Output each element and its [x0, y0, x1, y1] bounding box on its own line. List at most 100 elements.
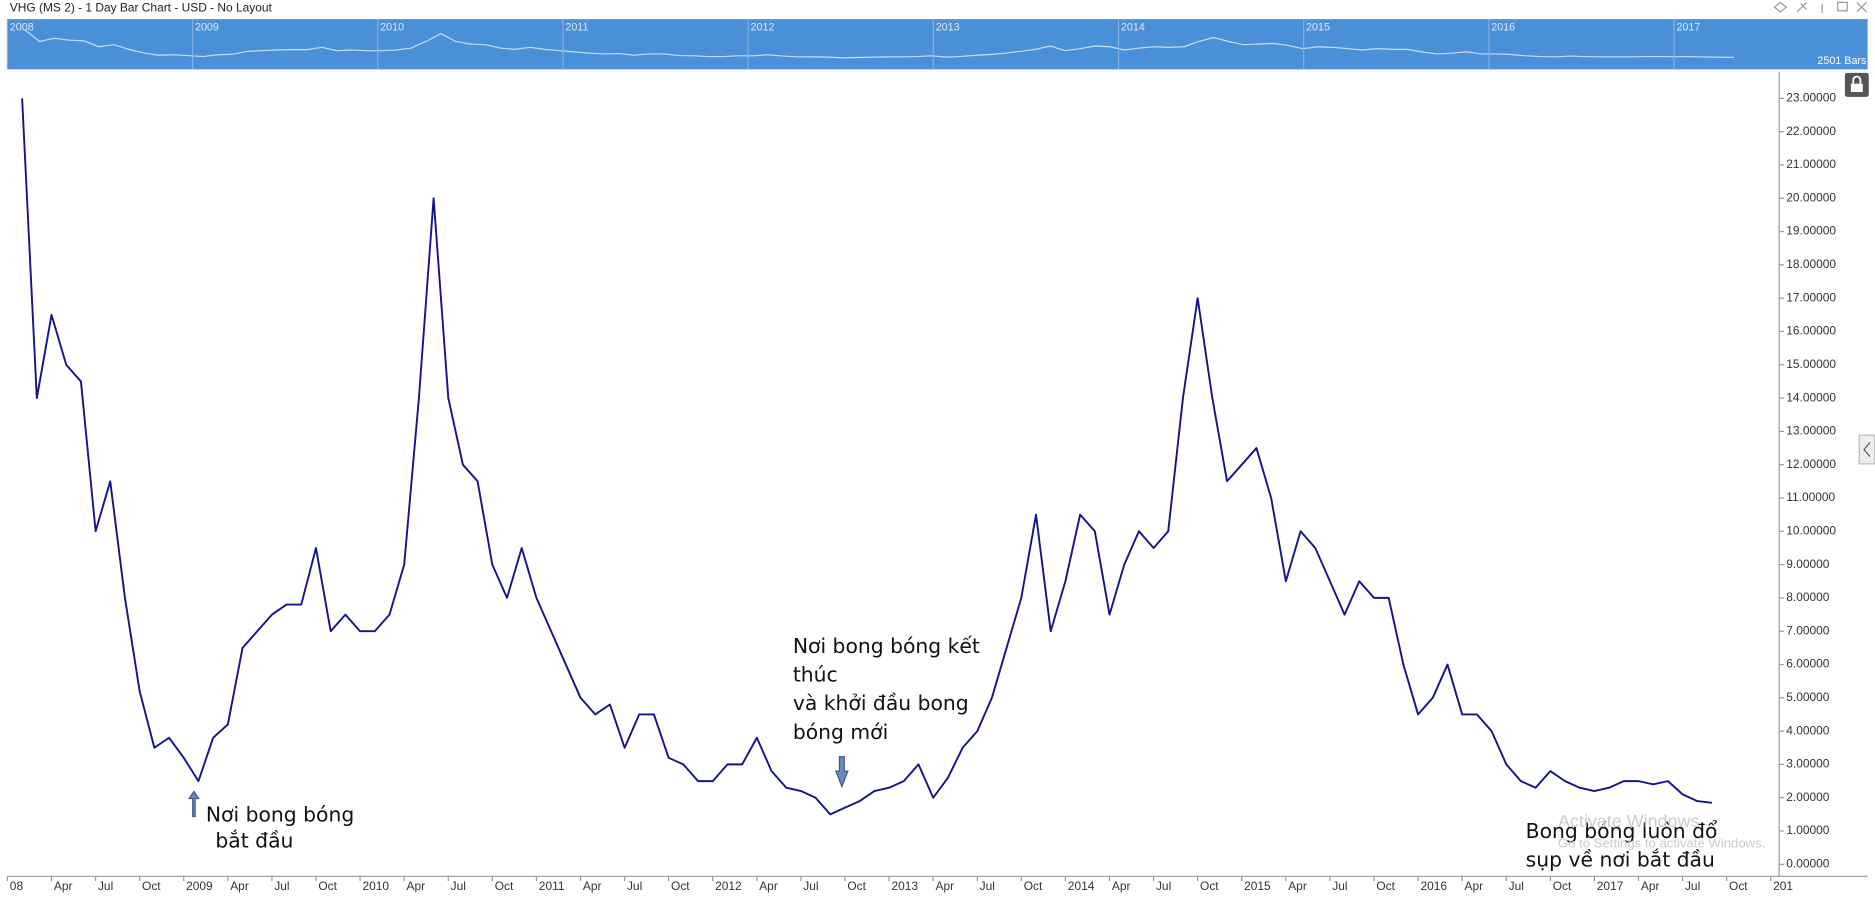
x-tick-label: Oct [1553, 879, 1572, 893]
y-tick-label: 2.00000 [1786, 790, 1830, 804]
x-tick-label: 2010 [362, 879, 389, 893]
x-tick-label: Apr [583, 879, 602, 893]
y-tick-label: 21.00000 [1786, 157, 1836, 171]
window-controls [1773, 1, 1867, 14]
navigator-label: 2009 [195, 21, 219, 33]
y-tick-label: 1.00000 [1786, 823, 1830, 837]
y-tick-label: 19.00000 [1786, 224, 1836, 238]
y-tick-label: 10.00000 [1786, 523, 1836, 537]
x-tick-label: Oct [142, 879, 161, 893]
y-tick-label: 23.00000 [1786, 91, 1836, 105]
bar-count: 2501 Bars [1817, 55, 1866, 67]
x-tick-label: 2017 [1597, 879, 1624, 893]
annotation: và khởi đầu bong [793, 691, 969, 715]
x-tick-label: Jul [274, 879, 289, 893]
y-tick-label: 8.00000 [1786, 590, 1830, 604]
y-tick-label: 7.00000 [1786, 623, 1830, 637]
x-tick-label: Apr [230, 879, 249, 893]
x-tick-label: Oct [1200, 879, 1219, 893]
y-tick-label: 5.00000 [1786, 690, 1830, 704]
y-tick-label: 6.00000 [1786, 657, 1830, 671]
x-tick-label: Oct [1376, 879, 1395, 893]
annotation: Nơi bong bóng [206, 802, 354, 826]
lock-icon [1850, 83, 1863, 93]
y-tick-label: 16.00000 [1786, 324, 1836, 338]
window-title: VHG (MS 2) - 1 Day Bar Chart - USD - No … [10, 1, 273, 15]
x-tick-label: Apr [936, 879, 955, 893]
x-tick-label: Apr [1465, 879, 1484, 893]
annotation: bắt đầu [215, 829, 293, 853]
navigator-label: 2017 [1676, 21, 1700, 33]
x-tick-label: Jul [451, 879, 466, 893]
plot: 0.00000 1.00000 2.00000 3.00000 4.00000 5.000… [6, 91, 1836, 893]
x-tick-label: Oct [495, 879, 514, 893]
navigator[interactable] [7, 19, 1868, 70]
arrow-up [188, 790, 200, 818]
price-line [21, 98, 1713, 816]
x-tick-label: Jul [98, 879, 113, 893]
x-tick-label: Oct [1729, 879, 1748, 893]
navigator-label: 2011 [565, 21, 588, 33]
y-tick-label: 14.00000 [1786, 390, 1836, 404]
y-tick-label: 4.00000 [1786, 723, 1830, 737]
navigator-label: 2012 [751, 21, 775, 33]
y-tick-label: 18.00000 [1786, 257, 1836, 271]
x-tick-label: Oct [318, 879, 337, 893]
x-tick-label: 2013 [891, 879, 918, 893]
y-tick-label: 13.00000 [1786, 424, 1836, 438]
annotation: sụp về nơi bắt đầu [1526, 848, 1715, 872]
y-tick-label: 12.00000 [1786, 457, 1836, 471]
watermark-title: Activate Windows [1558, 811, 1699, 831]
x-tick-label: 2014 [1068, 879, 1095, 893]
x-tick-label: Apr [1641, 879, 1660, 893]
x-tick-label: Oct [847, 879, 866, 893]
annotation: thúc [793, 662, 838, 686]
x-tick-label: Jul [1685, 879, 1700, 893]
x-tick-label: Apr [759, 879, 778, 893]
x-tick-label: Oct [671, 879, 690, 893]
x-tick-label: Jul [1509, 879, 1524, 893]
y-tick-label: 11.00000 [1786, 490, 1835, 504]
annotation: bóng mới [793, 720, 888, 744]
y-tick-label: 0.00000 [1786, 856, 1830, 870]
navigator-label: 2016 [1491, 21, 1515, 33]
x-tick-label: 2011 [539, 879, 565, 893]
x-tick-label: Jul [980, 879, 995, 893]
y-tick-label: 3.00000 [1786, 757, 1830, 771]
x-tick-label: Jul [627, 879, 642, 893]
y-tick-label: 22.00000 [1786, 124, 1836, 138]
x-tick-label: 2012 [715, 879, 742, 893]
x-tick-label: Apr [1112, 879, 1131, 893]
x-tick-label: Jul [803, 879, 818, 893]
side-panel-toggle[interactable] [1858, 434, 1875, 465]
annotation: Nơi bong bóng kết [793, 634, 980, 658]
side-arrow [1863, 441, 1871, 458]
x-tick-label: 201 [1773, 879, 1793, 893]
navigator-label: 2010 [380, 21, 404, 33]
x-tick-label: Jul [1156, 879, 1171, 893]
x-tick-label: 2015 [1244, 879, 1271, 893]
annotation: Bong bóng luôn đổ [1526, 819, 1718, 843]
y-tick-label: 15.00000 [1786, 357, 1836, 371]
x-tick-label: Apr [54, 879, 73, 893]
y-tick-label: 20.00000 [1786, 190, 1836, 204]
watermark-sub: Go to Settings to activate Windows. [1558, 835, 1765, 850]
x-tick-label: 2016 [1420, 879, 1447, 893]
x-tick-label: Oct [1024, 879, 1043, 893]
x-tick-label: Apr [1288, 879, 1307, 893]
navigator-line [24, 29, 1735, 59]
y-tick-label: 9.00000 [1786, 557, 1830, 571]
x-tick-label: 08 [10, 879, 24, 893]
x-tick-label: Apr [407, 879, 426, 893]
navigator-label: 2008 [10, 21, 34, 33]
lock-shackle [1852, 75, 1862, 84]
arrows [188, 756, 849, 818]
navigator-label: 2013 [936, 21, 960, 33]
navigator-group: 2008 2009 2010 2011 2012 2013 2014 2015 2016 2017… [6, 19, 1866, 70]
y-tick-label: 17.00000 [1786, 290, 1836, 304]
x-tick-label: Jul [1332, 879, 1347, 893]
navigator-label: 2015 [1306, 21, 1330, 33]
x-tick-label: 2009 [186, 879, 213, 893]
